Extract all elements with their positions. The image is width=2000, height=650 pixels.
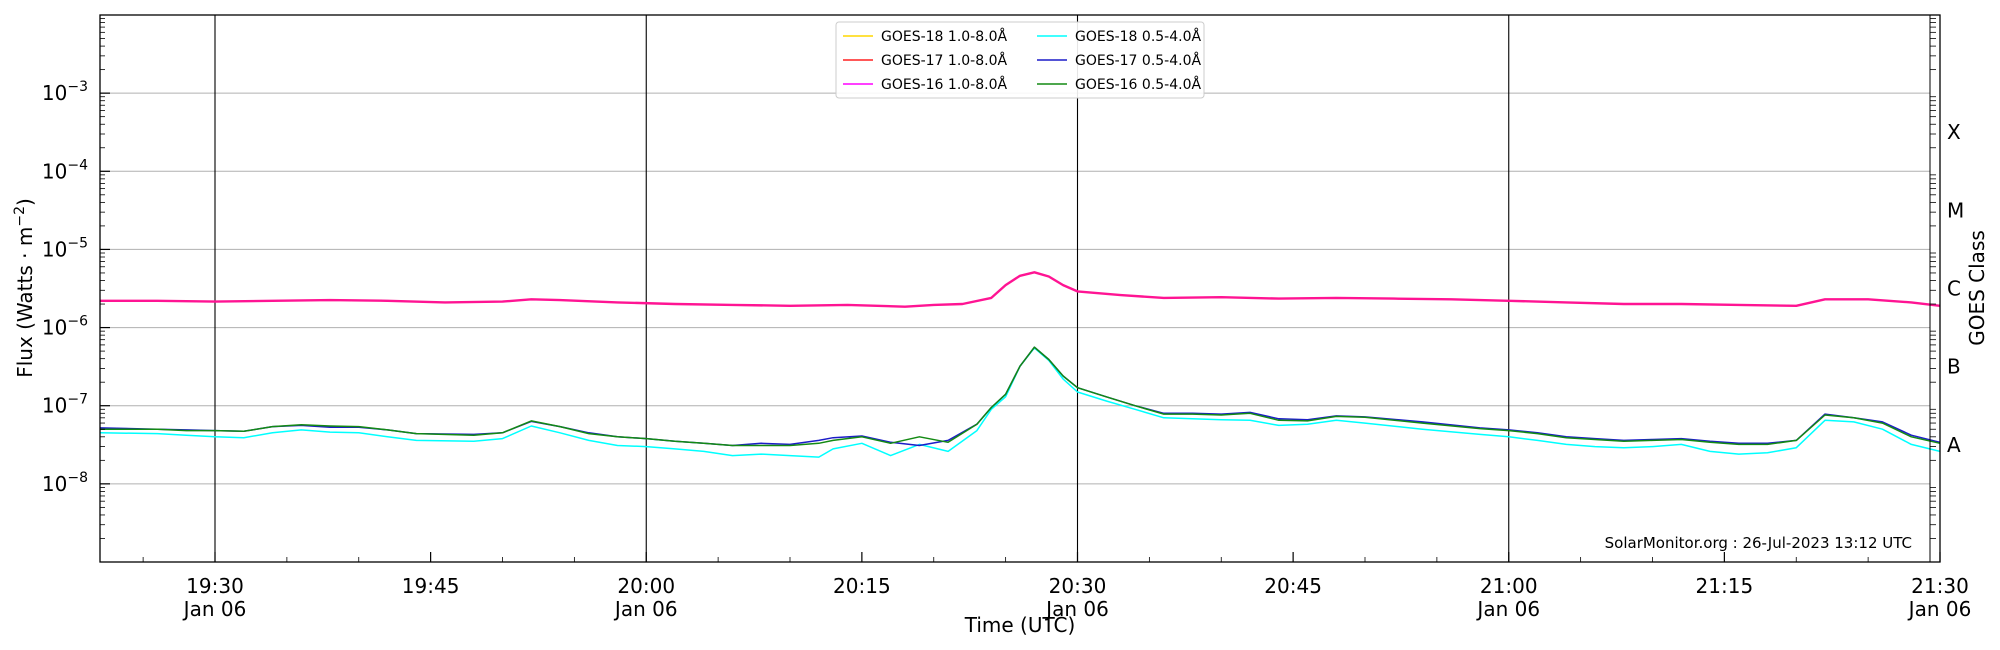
legend-label: GOES-18 1.0-8.0Å	[881, 28, 1007, 45]
x-tick-label: 20:15	[833, 574, 891, 598]
y-tick-label: 10−5	[42, 235, 88, 261]
x-tick-label: 19:45	[402, 574, 460, 598]
day-vertical-lines	[214, 15, 1510, 562]
y-tick-label: 10−6	[42, 314, 88, 340]
x-tick-date-label: Jan 06	[1907, 597, 1972, 621]
legend-label: GOES-17 0.5-4.0Å	[1075, 52, 1201, 69]
x-tick-date-label: Jan 06	[182, 597, 247, 621]
x-tick-label: 20:45	[1264, 574, 1322, 598]
x-tick-label: 20:00	[617, 574, 675, 598]
legend-label: GOES-16 1.0-8.0Å	[881, 76, 1007, 93]
series-line	[100, 346, 1941, 447]
y-tick-label: 10−3	[42, 79, 88, 105]
x-tick-date-label: Jan 06	[613, 597, 678, 621]
x-axis-label: Time (UTC)	[964, 613, 1076, 637]
x-tick-label: 21:00	[1480, 574, 1538, 598]
legend-label: GOES-18 0.5-4.0Å	[1075, 28, 1201, 45]
goes-class-label: B	[1947, 355, 1961, 379]
y-tick-label: 10−7	[42, 392, 88, 418]
x-tick-label: 21:30	[1911, 574, 1969, 598]
x-tick-label: 21:15	[1696, 574, 1754, 598]
goes-class-label: M	[1947, 198, 1964, 222]
series-line	[100, 271, 1941, 308]
legend-label: GOES-16 0.5-4.0Å	[1075, 76, 1201, 93]
legend: GOES-18 1.0-8.0Å GOES-17 1.0-8.0Å GOES-16 …	[835, 21, 1205, 99]
goes-class-axis-label: GOES Class	[1965, 230, 1989, 346]
watermark-text: SolarMonitor.org : 26-Jul-2023 13:12 UTC	[1605, 534, 1912, 552]
legend-box	[835, 21, 1205, 99]
legend-label: GOES-17 1.0-8.0Å	[881, 52, 1007, 69]
series-lines	[99, 271, 1941, 458]
y-axis-label: Flux (Watts · m−2)	[12, 198, 37, 378]
x-tick-label: 20:30	[1049, 574, 1107, 598]
plot-frame	[99, 14, 1941, 563]
goes-class-label: A	[1947, 433, 1961, 457]
x-tick-date-label: Jan 06	[1475, 597, 1540, 621]
x-tick-date-label: Jan 06	[1044, 597, 1109, 621]
y-tick-label: 10−8	[42, 470, 88, 496]
goes-class-label: X	[1947, 120, 1961, 144]
y-tick-label: 10−4	[42, 157, 88, 183]
x-tick-label: 19:30	[186, 574, 244, 598]
goes-class-label: C	[1947, 277, 1961, 301]
